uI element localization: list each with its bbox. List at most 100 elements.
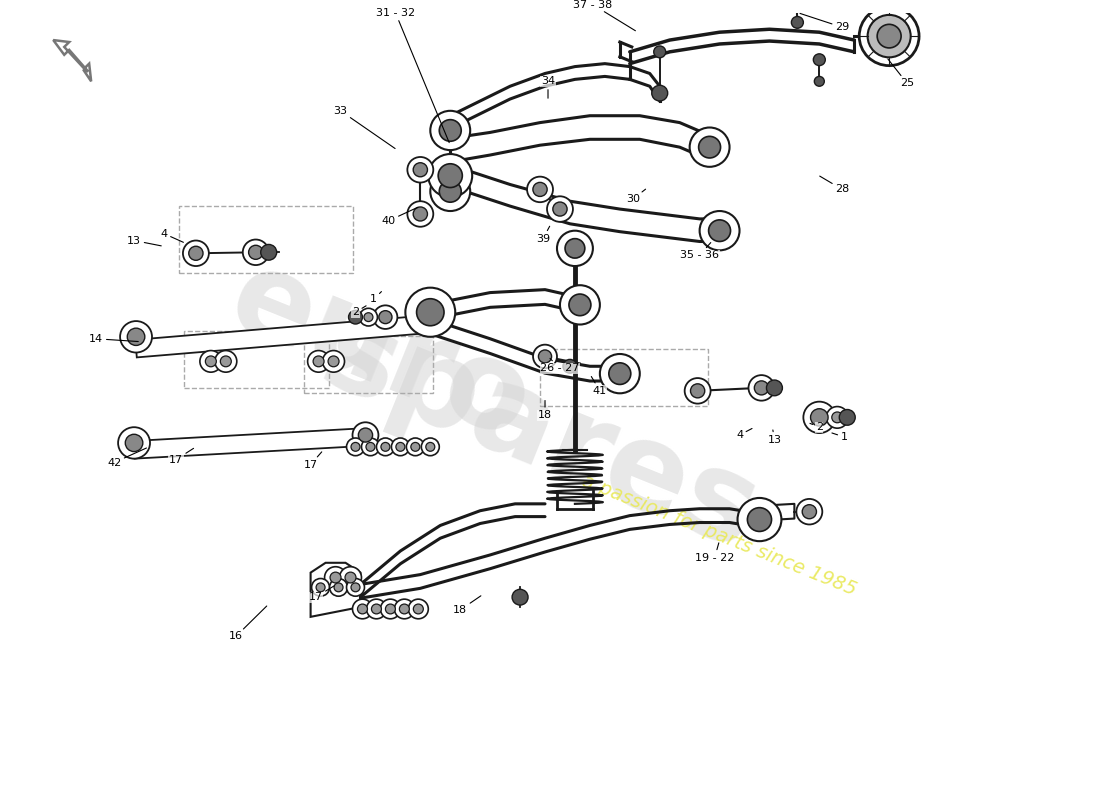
Text: 14: 14 <box>89 334 139 344</box>
Text: 19 - 22: 19 - 22 <box>695 543 735 563</box>
Circle shape <box>358 604 367 614</box>
Circle shape <box>438 164 462 187</box>
Circle shape <box>214 350 236 372</box>
Circle shape <box>813 54 825 66</box>
Circle shape <box>563 359 576 373</box>
Circle shape <box>330 572 341 583</box>
Circle shape <box>653 46 666 58</box>
Circle shape <box>249 246 263 259</box>
Polygon shape <box>53 40 91 82</box>
Circle shape <box>414 207 428 221</box>
Circle shape <box>414 604 424 614</box>
Circle shape <box>346 578 364 596</box>
Circle shape <box>243 239 268 265</box>
Circle shape <box>430 111 470 150</box>
Circle shape <box>859 6 920 66</box>
Circle shape <box>557 230 593 266</box>
Circle shape <box>328 356 339 366</box>
Circle shape <box>406 438 425 456</box>
Circle shape <box>814 77 824 86</box>
Circle shape <box>340 566 362 588</box>
Circle shape <box>426 442 434 451</box>
Circle shape <box>392 438 409 456</box>
Circle shape <box>560 286 600 325</box>
Circle shape <box>538 350 551 363</box>
Circle shape <box>430 172 470 211</box>
Circle shape <box>747 508 771 531</box>
Text: 34: 34 <box>541 76 556 98</box>
Circle shape <box>417 298 444 326</box>
Circle shape <box>737 498 781 541</box>
Text: 42: 42 <box>107 448 146 467</box>
Text: a passion for parts since 1985: a passion for parts since 1985 <box>580 471 860 599</box>
Text: 16: 16 <box>229 606 266 642</box>
Circle shape <box>802 505 816 518</box>
Text: 17: 17 <box>308 586 334 602</box>
Circle shape <box>352 599 373 618</box>
Text: 28: 28 <box>820 176 849 194</box>
Text: 2: 2 <box>352 306 366 318</box>
Circle shape <box>366 442 375 451</box>
Circle shape <box>684 378 711 404</box>
Circle shape <box>372 604 382 614</box>
Circle shape <box>381 599 400 618</box>
Circle shape <box>411 442 420 451</box>
Circle shape <box>439 120 461 142</box>
Circle shape <box>748 375 774 401</box>
Circle shape <box>399 604 409 614</box>
Circle shape <box>322 350 344 372</box>
Circle shape <box>767 380 782 396</box>
Circle shape <box>206 356 217 366</box>
Circle shape <box>261 245 277 260</box>
Circle shape <box>378 310 392 324</box>
Circle shape <box>416 303 444 331</box>
Circle shape <box>346 438 364 456</box>
Circle shape <box>376 438 395 456</box>
Circle shape <box>422 310 438 325</box>
Circle shape <box>439 181 461 202</box>
Circle shape <box>351 583 360 592</box>
Circle shape <box>334 583 343 592</box>
Text: 31 - 32: 31 - 32 <box>376 7 449 142</box>
Text: spares: spares <box>306 295 774 575</box>
Circle shape <box>118 427 150 458</box>
Circle shape <box>868 15 911 58</box>
Circle shape <box>826 406 848 428</box>
Circle shape <box>811 409 828 426</box>
Circle shape <box>200 350 222 372</box>
Text: 17: 17 <box>169 448 194 465</box>
Circle shape <box>534 345 557 368</box>
Circle shape <box>406 288 455 337</box>
Circle shape <box>547 196 573 222</box>
Circle shape <box>532 182 547 197</box>
Circle shape <box>698 136 720 158</box>
Text: 40: 40 <box>382 207 418 226</box>
Circle shape <box>324 566 346 588</box>
Circle shape <box>407 202 433 226</box>
Text: 1: 1 <box>832 432 848 442</box>
Circle shape <box>125 434 143 451</box>
Circle shape <box>345 572 356 583</box>
Circle shape <box>755 381 769 395</box>
Circle shape <box>428 154 472 198</box>
Circle shape <box>396 442 405 451</box>
Circle shape <box>314 356 324 366</box>
Text: 18: 18 <box>538 401 552 421</box>
Circle shape <box>373 306 397 329</box>
Circle shape <box>700 211 739 250</box>
Circle shape <box>839 410 855 426</box>
Circle shape <box>385 604 395 614</box>
Circle shape <box>796 499 823 525</box>
Circle shape <box>651 86 668 101</box>
Circle shape <box>360 308 377 326</box>
Text: 33: 33 <box>333 106 395 149</box>
Circle shape <box>877 24 901 48</box>
Text: euro: euro <box>213 238 548 465</box>
Circle shape <box>421 438 439 456</box>
Circle shape <box>220 356 231 366</box>
Circle shape <box>395 599 415 618</box>
Circle shape <box>803 402 835 433</box>
Circle shape <box>513 590 528 605</box>
Text: 37 - 38: 37 - 38 <box>573 0 636 30</box>
Circle shape <box>189 246 204 260</box>
